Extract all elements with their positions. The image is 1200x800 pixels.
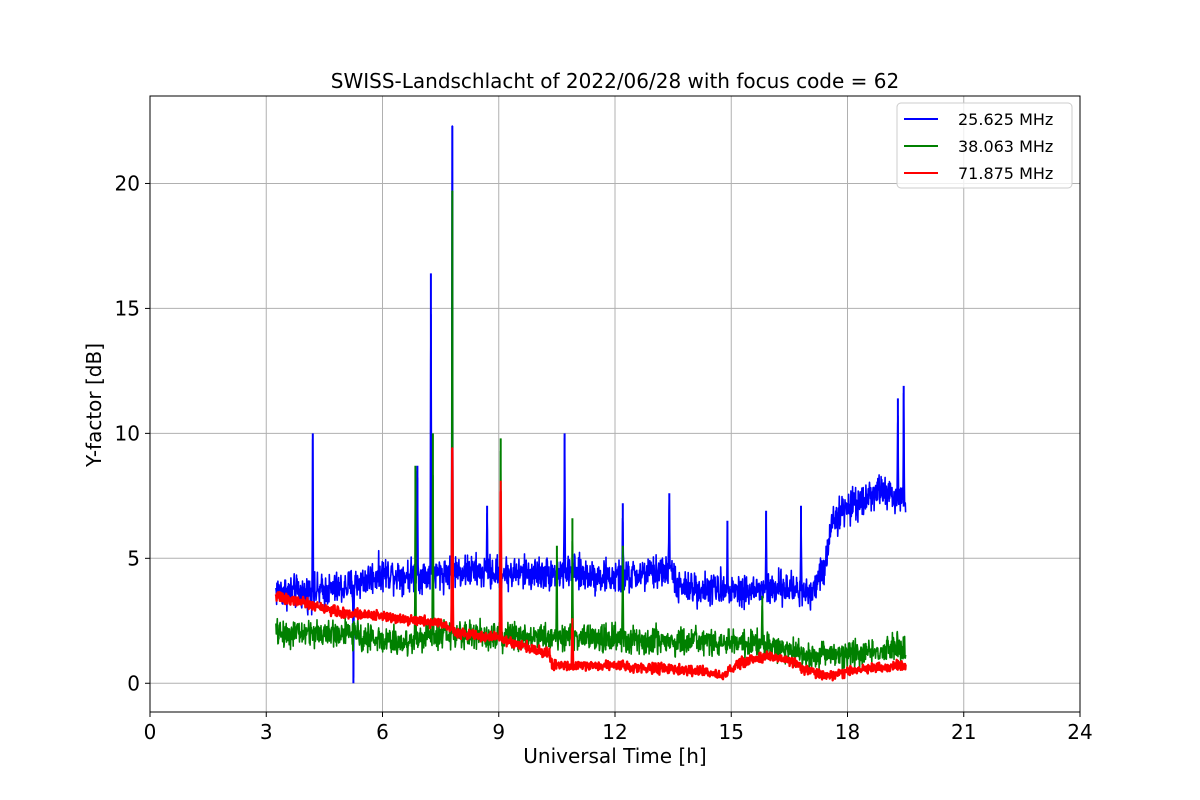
series-line <box>275 190 907 672</box>
chart-title: SWISS-Landschlacht of 2022/06/28 with fo… <box>331 69 899 93</box>
x-tick-label: 0 <box>144 720 157 744</box>
x-tick-label: 6 <box>376 720 389 744</box>
y-axis-title: Y-factor [dB] <box>82 343 106 468</box>
y-gridlines <box>150 182 1080 684</box>
legend-box <box>896 102 1073 189</box>
x-tick-label: 15 <box>719 720 744 744</box>
y-axis-ticks: 0 5 10 15 20 <box>115 171 150 695</box>
x-tick-label: 3 <box>260 720 273 744</box>
x-tick-label: 12 <box>602 720 627 744</box>
series-layer <box>274 125 907 684</box>
legend-label: 71.875 MHz <box>958 164 1053 183</box>
legend: 25.625 MHz 38.063 MHz 71.875 MHz <box>896 102 1073 189</box>
legend-label: 38.063 MHz <box>958 137 1053 156</box>
series-spikes <box>451 448 574 666</box>
y-tick-label: 0 <box>127 671 140 695</box>
series-line <box>274 447 907 682</box>
y-tick-label: 5 <box>127 546 140 570</box>
x-axis-ticks: 0 3 6 9 12 15 18 21 24 <box>144 712 1093 744</box>
x-tick-label: 9 <box>492 720 505 744</box>
y-tick-label: 20 <box>115 171 140 195</box>
legend-label: 25.625 MHz <box>958 110 1053 129</box>
x-tick-label: 24 <box>1067 720 1092 744</box>
series-2 <box>274 447 907 682</box>
y-tick-label: 15 <box>115 296 140 320</box>
x-tick-label: 18 <box>835 720 860 744</box>
x-axis-title: Universal Time [h] <box>523 744 706 768</box>
y-tick-label: 10 <box>115 421 140 445</box>
x-tick-label: 21 <box>951 720 976 744</box>
